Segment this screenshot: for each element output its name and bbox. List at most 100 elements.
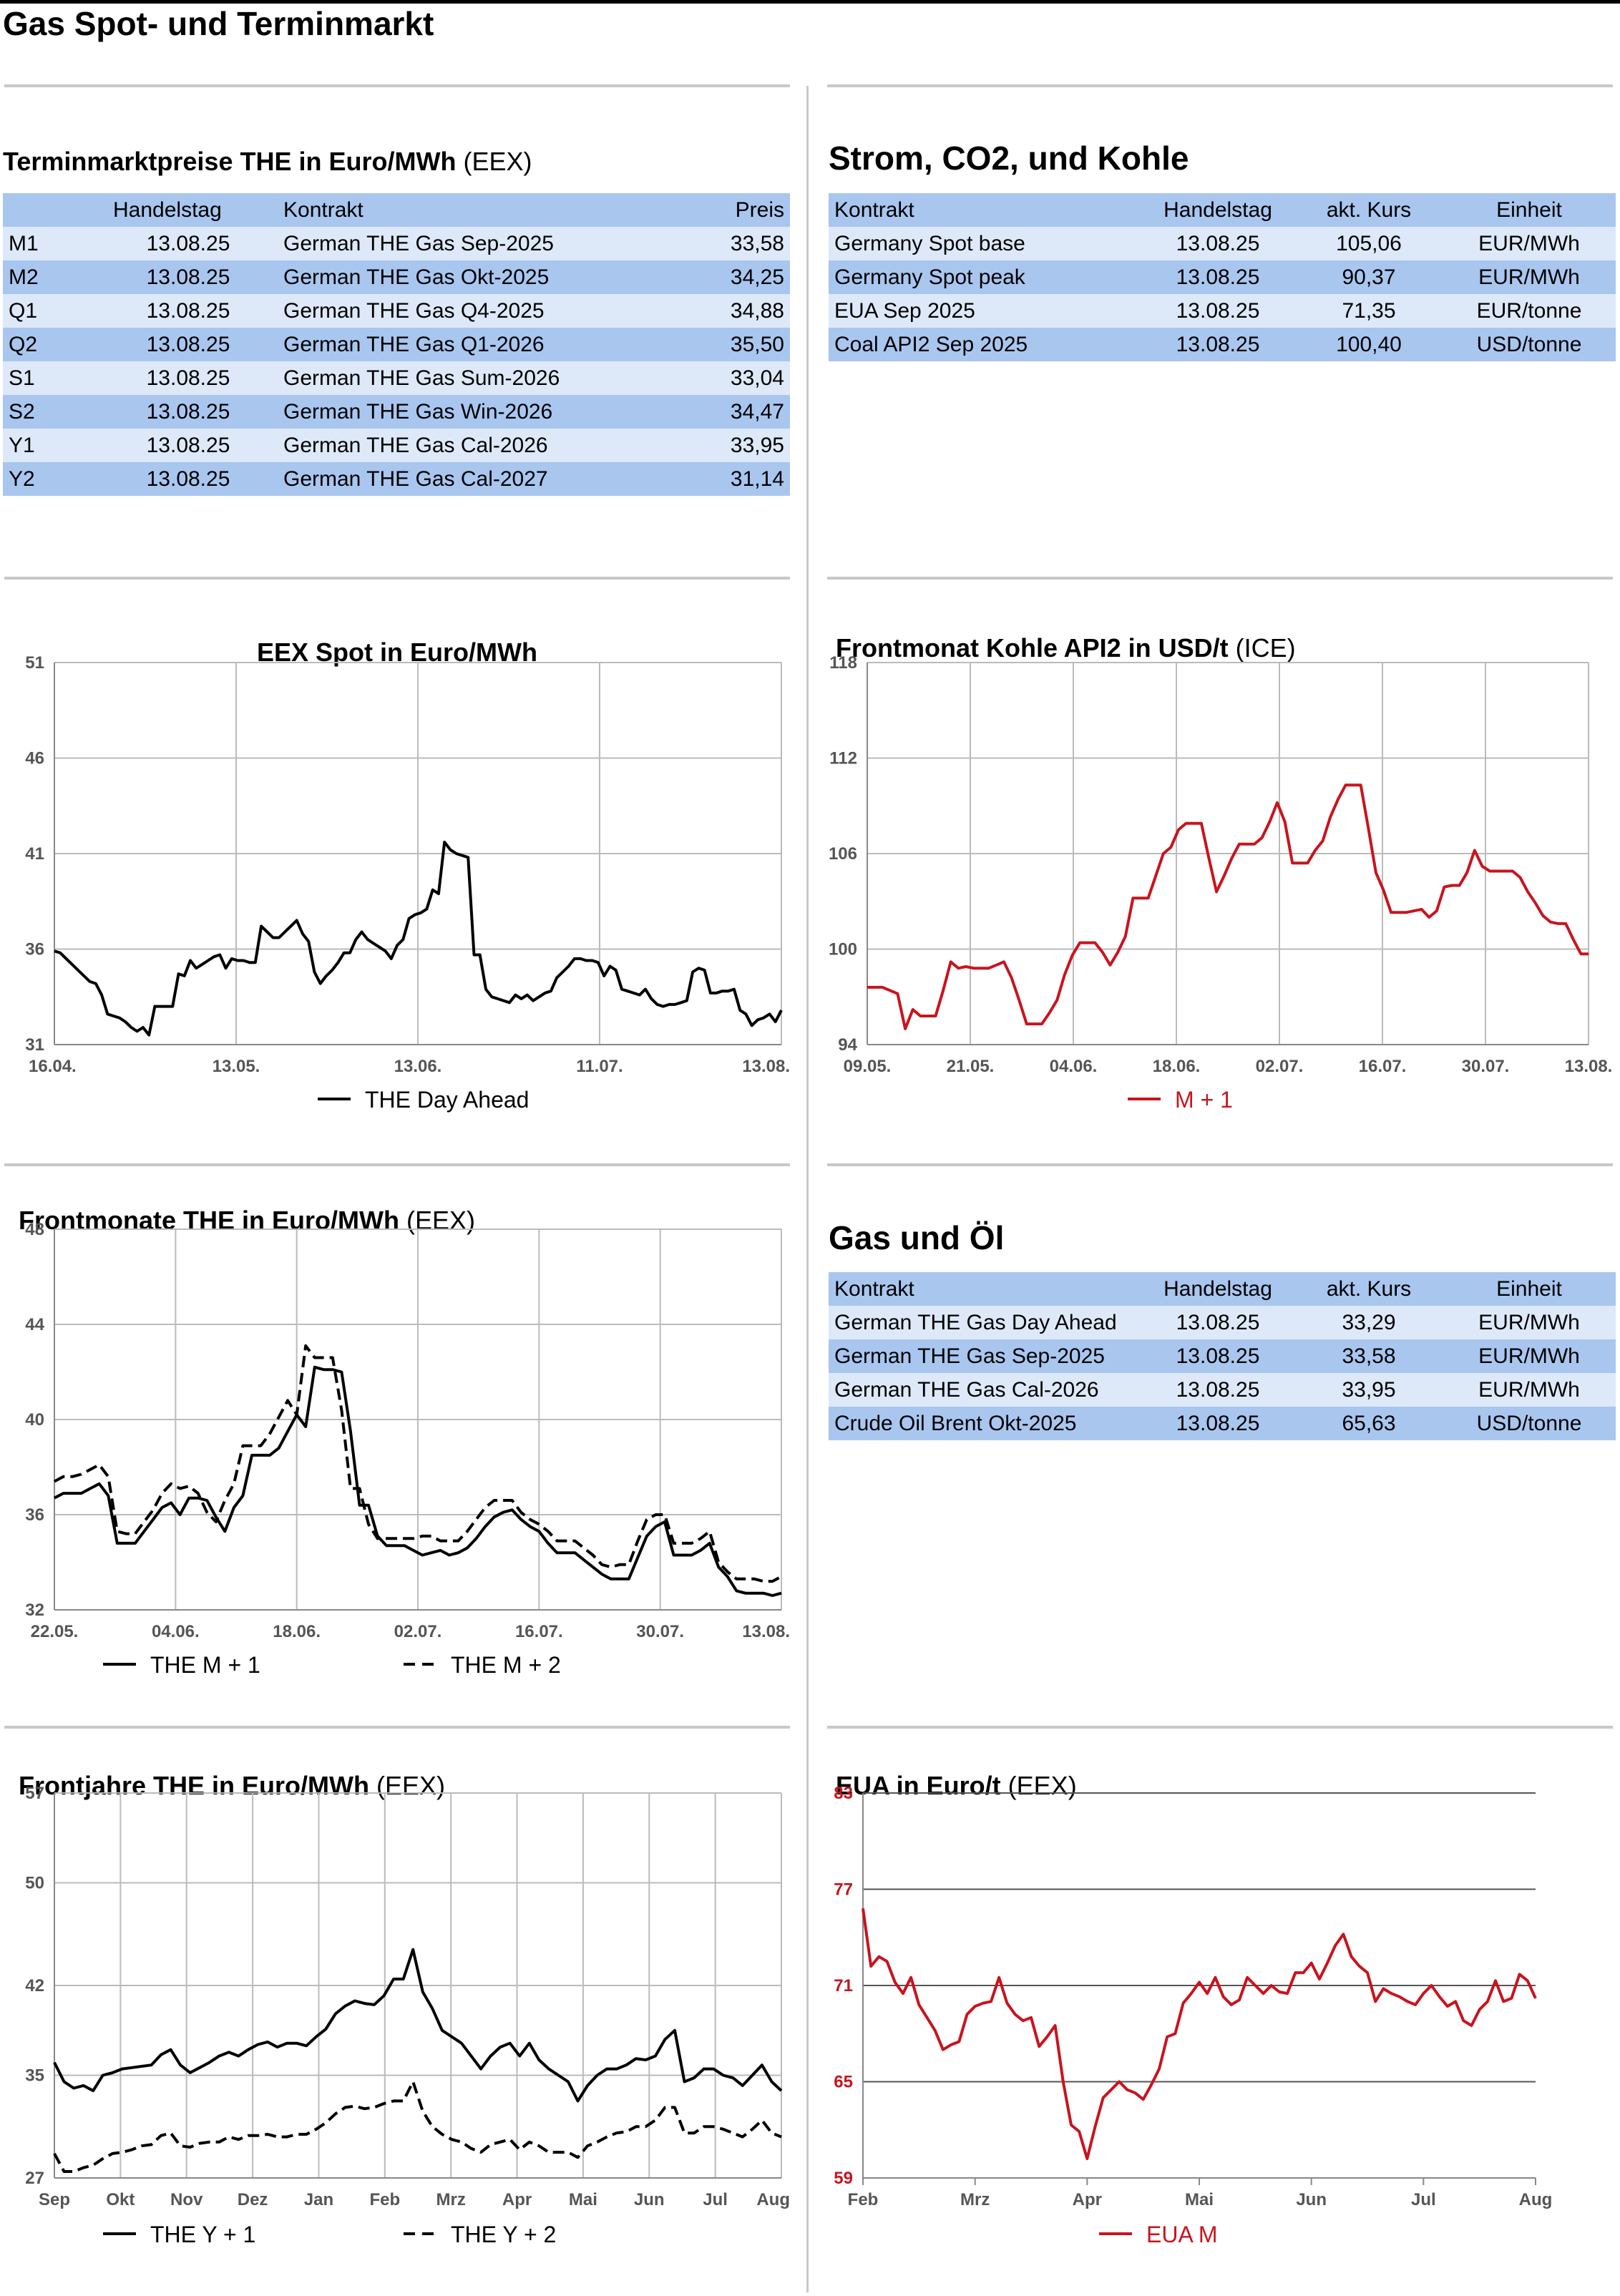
cell: S2 — [3, 395, 107, 429]
header-cell: akt. Kurs — [1295, 1272, 1443, 1306]
spot-chart: EEX Spot in Euro/MWh 31 36 41 46 51 16.04. 13.0… — [0, 615, 805, 1145]
column-divider — [806, 86, 809, 2292]
table-row: EUA Sep 2025 13.08.25 71,35 EUR/tonne — [829, 294, 1616, 328]
cell: German THE Gas Sep-2025 — [269, 227, 711, 260]
cell: Germany Spot peak — [829, 260, 1141, 294]
table-row: Q2 13.08.25 German THE Gas Q1-2026 35,50 — [3, 328, 790, 361]
y-tick-label: 57 — [25, 1784, 44, 1803]
cell: EUR/MWh — [1443, 1339, 1616, 1373]
legend-label: THE Day Ahead — [365, 1087, 529, 1113]
cell: German THE Gas Q1-2026 — [269, 328, 711, 361]
x-tick-label: 21.05. — [947, 1057, 995, 1076]
x-tick-label: Mrz — [960, 2190, 990, 2209]
y-tick-label: 50 — [25, 1874, 44, 1893]
table-row: S1 13.08.25 German THE Gas Sum-2026 33,04 — [3, 361, 790, 395]
cell: USD/tonne — [1443, 328, 1616, 361]
cell: Q1 — [3, 294, 107, 328]
series-line-2 — [53, 2080, 782, 2173]
header-cell: Kontrakt — [829, 1272, 1141, 1306]
termin-title-suffix: (EEX) — [463, 147, 532, 176]
x-tick-label: Jul — [1411, 2190, 1436, 2209]
cell: 33,58 — [1295, 1339, 1443, 1373]
strom-table: Kontrakt Handelstag akt. Kurs Einheit Ge… — [829, 193, 1616, 361]
x-tick-label: 30.07. — [636, 1622, 684, 1641]
table-row: German THE Gas Cal-2026 13.08.25 33,95 EUR/… — [829, 1373, 1616, 1407]
x-tick-label: Nov — [170, 2190, 203, 2209]
series-line-1 — [54, 841, 783, 1037]
series-line-1 — [867, 783, 1589, 1030]
cell: 105,06 — [1295, 227, 1443, 260]
legend-label: THE M + 2 — [451, 1652, 561, 1678]
cell: Germany Spot base — [829, 227, 1141, 260]
y-tick-label: 41 — [25, 844, 44, 864]
x-tick-label: 13.05. — [213, 1057, 260, 1076]
y-tick-label: 35 — [25, 2066, 44, 2086]
cell: Y2 — [3, 462, 107, 496]
gasoel-title: Gas und Öl — [829, 1219, 1005, 1256]
table-row: German THE Gas Sep-2025 13.08.25 33,58 EUR/… — [829, 1339, 1616, 1373]
chart-title: Frontmonate THE in Euro/MWh (EEX) — [19, 1206, 475, 1235]
x-tick-label: Mrz — [436, 2190, 466, 2209]
cell: 71,35 — [1295, 294, 1443, 328]
header-cell: Handelstag — [1141, 1272, 1295, 1306]
legend-label: EUA M — [1146, 2222, 1218, 2247]
cell: EUR/MWh — [1443, 227, 1616, 260]
cell: 13.08.25 — [1141, 1339, 1295, 1373]
table-row: German THE Gas Day Ahead 13.08.25 33,29 EUR… — [829, 1306, 1616, 1339]
x-tick-label: Jan — [304, 2190, 333, 2209]
x-tick-label: Jul — [703, 2190, 728, 2209]
cell: 33,95 — [711, 429, 790, 462]
chart-title: Frontjahre THE in Euro/MWh (EEX) — [19, 1771, 445, 1800]
header-cell: Preis — [711, 193, 790, 227]
y-tick-label: 42 — [25, 1976, 44, 1995]
cell: EUR/MWh — [1443, 260, 1616, 294]
legend-label: THE Y + 2 — [451, 2222, 556, 2247]
divider — [827, 1163, 1613, 1166]
cell: M1 — [3, 227, 107, 260]
cell: Q2 — [3, 328, 107, 361]
legend-label: THE M + 1 — [150, 1652, 260, 1678]
cell: 13.08.25 — [1141, 260, 1295, 294]
y-tick-label: 48 — [25, 1220, 44, 1239]
frontmonate-chart: Frontmonate THE in Euro/MWh (EEX) 32 36 40 4… — [0, 1195, 805, 1710]
divider — [827, 1726, 1613, 1729]
y-tick-label: 27 — [25, 2169, 44, 2188]
cell: 33,29 — [1295, 1306, 1443, 1339]
legend-label: M + 1 — [1175, 1087, 1233, 1113]
cell: Crude Oil Brent Okt-2025 — [829, 1407, 1141, 1440]
termin-title: Terminmarktpreise THE in Euro/MWh (EEX) — [3, 147, 532, 177]
legend-label: THE Y + 1 — [150, 2222, 255, 2247]
x-tick-label: 30.07. — [1462, 1057, 1510, 1076]
header-cell: Handelstag — [107, 193, 269, 227]
cell: 13.08.25 — [1141, 1373, 1295, 1407]
cell: German THE Gas Cal-2026 — [269, 429, 711, 462]
y-tick-label: 36 — [25, 940, 44, 959]
x-tick-label: Mai — [569, 2190, 597, 2209]
y-tick-label: 31 — [25, 1035, 44, 1055]
x-tick-label: 13.06. — [394, 1057, 442, 1076]
cell: 13.08.25 — [1141, 1306, 1295, 1339]
y-tick-label: 51 — [25, 653, 44, 673]
y-tick-label: 40 — [25, 1410, 44, 1430]
x-tick-label: Feb — [369, 2190, 400, 2209]
y-tick-label: 106 — [829, 844, 857, 864]
cell: 35,50 — [711, 328, 790, 361]
cell: German THE Gas Q4-2025 — [269, 294, 711, 328]
cell: S1 — [3, 361, 107, 395]
table-header: Kontrakt Handelstag akt. Kurs Einheit — [829, 1272, 1616, 1306]
x-tick-label: 02.07. — [1256, 1057, 1304, 1076]
header-cell: Kontrakt — [829, 193, 1141, 227]
y-tick-label: 65 — [834, 2073, 853, 2092]
cell: 34,47 — [711, 395, 790, 429]
cell: 13.08.25 — [107, 361, 269, 395]
gasoel-table: Kontrakt Handelstag akt. Kurs Einheit Ge… — [829, 1272, 1616, 1440]
kohle-plot: Frontmonat Kohle API2 in USD/t (ICE) 94 10… — [829, 633, 1612, 1113]
divider — [4, 1726, 790, 1729]
divider — [827, 84, 1613, 87]
cell: EUR/MWh — [1443, 1373, 1616, 1407]
cell: German THE Gas Win-2026 — [269, 395, 711, 429]
frontjahre-plot: Frontjahre THE in Euro/MWh (EEX) 27 35 42 50… — [19, 1771, 790, 2247]
x-tick-label: 18.06. — [1153, 1057, 1201, 1076]
cell: 31,14 — [711, 462, 790, 496]
x-tick-label: Feb — [848, 2190, 879, 2209]
